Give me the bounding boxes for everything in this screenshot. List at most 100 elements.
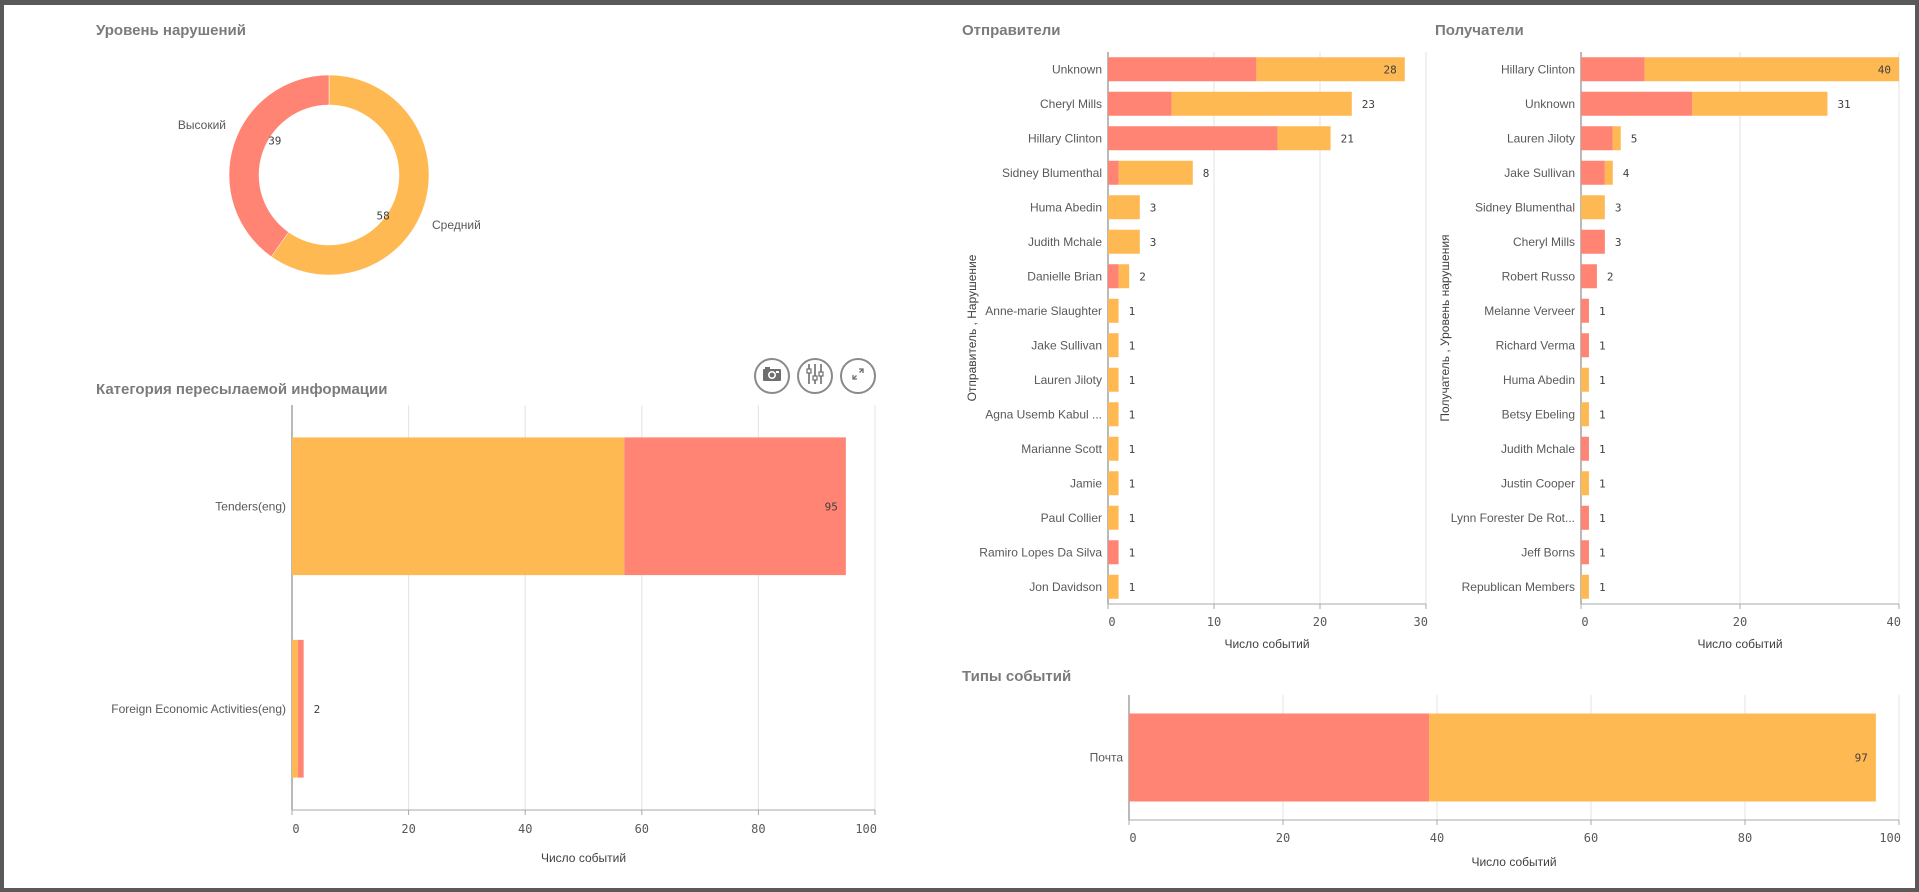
bar-segment-medium[interactable]: [1429, 713, 1876, 802]
bar-segment-medium[interactable]: [1171, 91, 1352, 116]
bar-row[interactable]: Huma Abedin 1: [1503, 367, 1606, 392]
bar-segment-medium[interactable]: [1108, 505, 1119, 530]
bar-row[interactable]: Robert Russo 2: [1502, 264, 1614, 289]
severity-donut-chart: 58 Средний 39 Высокий: [178, 74, 481, 276]
bar-segment-medium[interactable]: [1581, 195, 1605, 220]
total-label: 5: [1631, 132, 1638, 145]
bar-segment-high[interactable]: [1129, 713, 1430, 802]
bar-segment-high[interactable]: [1108, 91, 1172, 116]
bar-segment-medium[interactable]: [1108, 298, 1119, 323]
bar-row[interactable]: Cheryl Mills 3: [1513, 229, 1621, 254]
bar-segment-medium[interactable]: [1108, 471, 1119, 496]
bar-segment-high[interactable]: [1581, 540, 1589, 565]
bar-segment-medium[interactable]: [1108, 574, 1119, 599]
bar-row[interactable]: Unknown 31: [1525, 91, 1851, 116]
bar-segment-medium[interactable]: [1118, 160, 1193, 185]
bar-segment-medium[interactable]: [1108, 402, 1119, 427]
bar-row[interactable]: Foreign Economic Activities(eng) 2: [111, 639, 320, 778]
bar-row[interactable]: Lauren Jiloty 5: [1507, 126, 1638, 151]
bar-row[interactable]: Cheryl Mills 23: [1040, 91, 1375, 116]
category-label: Jamie: [1070, 476, 1102, 490]
bar-segment-medium[interactable]: [1612, 126, 1621, 151]
fullscreen-button[interactable]: [840, 358, 876, 394]
total-label: 95: [825, 500, 838, 513]
bar-row[interactable]: Republican Members 1: [1462, 574, 1606, 599]
bar-row[interactable]: Marianne Scott 1: [1021, 436, 1135, 461]
bar-segment-high[interactable]: [1581, 505, 1589, 530]
bar-segment-medium[interactable]: [1108, 229, 1140, 254]
bar-segment-high[interactable]: [624, 437, 846, 576]
bar-row[interactable]: Почта 97: [1090, 713, 1876, 802]
bar-row[interactable]: Hillary Clinton 21: [1028, 126, 1354, 151]
bar-segment-high[interactable]: [1108, 57, 1257, 82]
total-label: 4: [1623, 167, 1630, 180]
bar-segment-medium[interactable]: [1644, 57, 1899, 82]
bar-row[interactable]: Lynn Forester De Rot... 1: [1451, 505, 1606, 530]
donut-slice[interactable]: [228, 74, 330, 258]
bar-segment-medium[interactable]: [1581, 574, 1589, 599]
bar-segment-medium[interactable]: [1581, 471, 1589, 496]
total-label: 3: [1150, 201, 1157, 214]
total-label: 1: [1129, 546, 1136, 559]
bar-row[interactable]: Hillary Clinton 40: [1501, 57, 1899, 82]
bar-row[interactable]: Judith Mchale 3: [1028, 229, 1156, 254]
bar-row[interactable]: Richard Verma 1: [1496, 333, 1606, 358]
bar-row[interactable]: Sidney Blumenthal 8: [1002, 160, 1209, 185]
bar-segment-medium[interactable]: [1256, 57, 1405, 82]
bar-segment-high[interactable]: [1581, 436, 1589, 461]
bar-segment-high[interactable]: [1581, 333, 1589, 358]
bar-row[interactable]: Ramiro Lopes Da Silva 1: [979, 540, 1136, 565]
bar-row[interactable]: Sidney Blumenthal 3: [1475, 195, 1622, 220]
bar-row[interactable]: Anne-marie Slaughter 1: [985, 298, 1135, 323]
bar-segment-medium[interactable]: [292, 639, 298, 778]
bar-row[interactable]: Melanne Verveer 1: [1484, 298, 1606, 323]
bar-segment-medium[interactable]: [1604, 160, 1613, 185]
bar-row[interactable]: Judith Mchale 1: [1501, 436, 1606, 461]
bar-row[interactable]: Lauren Jiloty 1: [1034, 367, 1135, 392]
bar-row[interactable]: Danielle Brian 2: [1027, 264, 1146, 289]
bar-row[interactable]: Jeff Borns 1: [1521, 540, 1606, 565]
bar-segment-medium[interactable]: [1692, 91, 1828, 116]
bar-row[interactable]: Betsy Ebeling 1: [1502, 402, 1606, 427]
bar-row[interactable]: Jamie 1: [1070, 471, 1135, 496]
bar-segment-high[interactable]: [1108, 540, 1119, 565]
bar-segment-medium[interactable]: [1108, 195, 1140, 220]
bar-row[interactable]: Justin Cooper 1: [1501, 471, 1606, 496]
snapshot-button[interactable]: [754, 358, 790, 394]
x-tick-label: 60: [635, 822, 649, 836]
bar-segment-medium[interactable]: [292, 437, 625, 576]
x-tick-label: 100: [855, 822, 877, 836]
bar-segment-medium[interactable]: [1108, 367, 1119, 392]
bar-segment-medium[interactable]: [1277, 126, 1331, 151]
bar-segment-high[interactable]: [1108, 264, 1119, 289]
donut-slice[interactable]: [270, 74, 430, 276]
x-tick-label: 20: [1276, 831, 1290, 845]
bar-segment-high[interactable]: [1581, 57, 1645, 82]
bar-segment-medium[interactable]: [1118, 264, 1130, 289]
x-tick-label: 30: [1414, 615, 1428, 629]
bar-segment-high[interactable]: [297, 639, 304, 778]
bar-segment-high[interactable]: [1108, 126, 1278, 151]
bar-segment-high[interactable]: [1581, 126, 1613, 151]
slice-value-label: 58: [377, 210, 390, 223]
bar-row[interactable]: Unknown 28: [1052, 57, 1405, 82]
bar-segment-high[interactable]: [1581, 264, 1597, 289]
bar-row[interactable]: Huma Abedin 3: [1030, 195, 1157, 220]
bar-segment-medium[interactable]: [1581, 402, 1589, 427]
bar-segment-high[interactable]: [1581, 229, 1605, 254]
bar-segment-high[interactable]: [1581, 160, 1605, 185]
bar-row[interactable]: Jon Davidson 1: [1029, 574, 1135, 599]
bar-row[interactable]: Jake Sullivan 1: [1031, 333, 1135, 358]
bar-segment-high[interactable]: [1581, 298, 1589, 323]
bar-row[interactable]: Paul Collier 1: [1041, 505, 1136, 530]
bar-segment-medium[interactable]: [1108, 436, 1119, 461]
exploration-button[interactable]: [797, 358, 833, 394]
bar-row[interactable]: Tenders(eng) 95: [215, 437, 846, 576]
bar-segment-high[interactable]: [1581, 91, 1693, 116]
bar-row[interactable]: Jake Sullivan 4: [1504, 160, 1630, 185]
bar-segment-medium[interactable]: [1108, 333, 1119, 358]
bar-segment-medium[interactable]: [1581, 367, 1589, 392]
bar-row[interactable]: Agna Usemb Kabul ... 1: [985, 402, 1135, 427]
bar-segment-high[interactable]: [1108, 160, 1119, 185]
